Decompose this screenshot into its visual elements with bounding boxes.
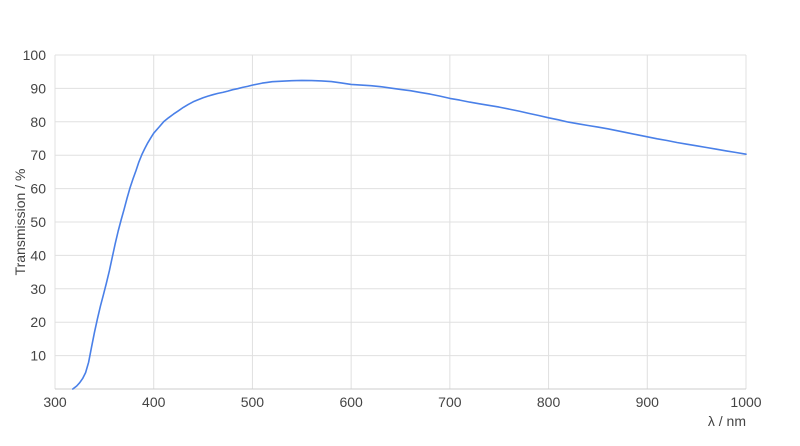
y-tick-label: 10: [30, 348, 46, 364]
y-tick-label: 80: [30, 114, 46, 130]
x-tick-label: 600: [339, 394, 363, 410]
y-tick-label: 20: [30, 314, 46, 330]
y-tick-label: 60: [30, 181, 46, 197]
y-tick-label: 100: [23, 47, 47, 63]
y-tick-label: 40: [30, 247, 46, 263]
y-tick-label: 50: [30, 214, 46, 230]
series-line: [72, 79, 747, 390]
x-tick-label: 800: [537, 394, 561, 410]
x-tick-label: 700: [438, 394, 462, 410]
y-tick-label: 90: [30, 80, 46, 96]
x-axis-title: λ / nm: [707, 413, 746, 429]
x-tick-label: 500: [241, 394, 265, 410]
x-tick-label: 300: [43, 394, 67, 410]
y-tick-label: 70: [30, 147, 46, 163]
y-axis-title: Transmission / %: [12, 168, 28, 276]
x-tick-label: 400: [142, 394, 166, 410]
y-tick-label: 30: [30, 281, 46, 297]
x-tick-label: 900: [636, 394, 660, 410]
x-tick-label: 1000: [730, 394, 761, 410]
